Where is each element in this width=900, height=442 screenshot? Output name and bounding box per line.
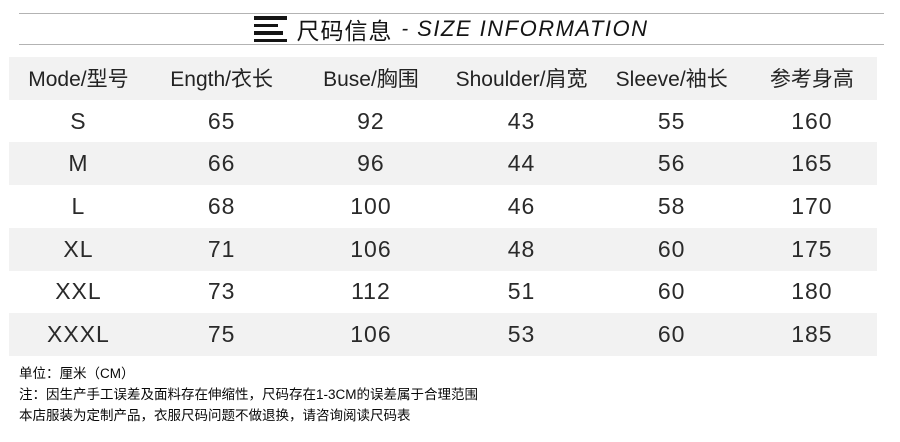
column-header-height: 参考身高 (769, 68, 854, 92)
table-row-xxl: XXL 73 112 51 60 180 (9, 271, 877, 314)
measurement-cell: 48 (507, 235, 536, 262)
menu-lines-icon (254, 16, 288, 42)
column-header-shoulder: Shoulder/肩宽 (455, 68, 588, 92)
size-table: Mode/型号 Ength/衣长 Buse/胸围 Shoulder/肩宽 Sle… (9, 57, 877, 356)
measurement-cell: 185 (791, 321, 833, 348)
measurement-cell: 60 (657, 278, 686, 305)
title-bar: 尺码信息 - SIZE INFORMATION (19, 13, 884, 45)
measurement-cell: 60 (657, 321, 686, 348)
column-header-sleeve: Sleeve/袖长 (615, 68, 728, 92)
note-tolerance: 注：因生产手工误差及面料存在伸缩性，尺码存在1-3CM的误差属于合理范围 (19, 387, 479, 402)
measurement-cell: 68 (207, 192, 236, 219)
note-unit: 单位：厘米（CM） (19, 366, 135, 381)
measurement-cell: 165 (791, 150, 833, 177)
table-row-xxxl: XXXL 75 106 53 60 185 (9, 313, 877, 356)
column-header-length: Ength/衣长 (170, 68, 273, 92)
title-cn: 尺码信息 (296, 18, 393, 44)
size-cell: XXL (55, 278, 102, 305)
measurement-cell: 65 (207, 107, 236, 134)
measurement-cell: 53 (507, 321, 536, 348)
notes: 单位：厘米（CM） 注：因生产手工误差及面料存在伸缩性，尺码存在1-3CM的误差… (19, 363, 478, 426)
size-cell: L (71, 192, 86, 219)
measurement-cell: 66 (207, 150, 236, 177)
size-cell: XXXL (47, 321, 110, 348)
title-separator: - (401, 17, 409, 40)
measurement-cell: 112 (351, 278, 391, 305)
measurement-cell: 44 (507, 150, 536, 177)
measurement-cell: 58 (657, 192, 686, 219)
size-cell: M (68, 150, 89, 177)
measurement-cell: 46 (507, 192, 536, 219)
measurement-cell: 96 (357, 150, 385, 177)
measurement-cell: 56 (657, 150, 686, 177)
measurement-cell: 160 (791, 107, 833, 134)
measurement-cell: 106 (350, 235, 392, 262)
column-header-bust: Buse/胸围 (323, 68, 419, 92)
header-row: Mode/型号 Ength/衣长 Buse/胸围 Shoulder/肩宽 Sle… (9, 57, 877, 100)
table-row-s: S 65 92 43 55 160 (9, 100, 877, 143)
table-row-l: L 68 100 46 58 170 (9, 185, 877, 228)
measurement-cell: 71 (207, 235, 236, 262)
size-cell: S (70, 107, 87, 134)
table-row-xl: XL 71 106 48 60 175 (9, 227, 877, 271)
measurement-cell: 106 (350, 321, 392, 348)
column-header-model: Mode/型号 (28, 68, 129, 92)
measurement-cell: 55 (657, 107, 686, 134)
measurement-cell: 170 (791, 192, 833, 219)
measurement-cell: 175 (791, 235, 833, 262)
note-policy: 本店服装为定制产品，衣服尺码问题不做退换，请咨询阅读尺码表 (19, 408, 411, 423)
measurement-cell: 51 (507, 278, 536, 305)
measurement-cell: 100 (350, 192, 392, 219)
size-cell: XL (63, 235, 94, 262)
table-row-m: M 66 96 44 56 165 (9, 142, 877, 186)
measurement-cell: 60 (657, 235, 686, 262)
measurement-cell: 180 (791, 278, 833, 305)
measurement-cell: 92 (357, 107, 385, 134)
measurement-cell: 73 (207, 278, 236, 305)
measurement-cell: 43 (507, 107, 536, 134)
measurement-cell: 75 (207, 321, 236, 348)
title-en: SIZE INFORMATION (417, 16, 649, 41)
